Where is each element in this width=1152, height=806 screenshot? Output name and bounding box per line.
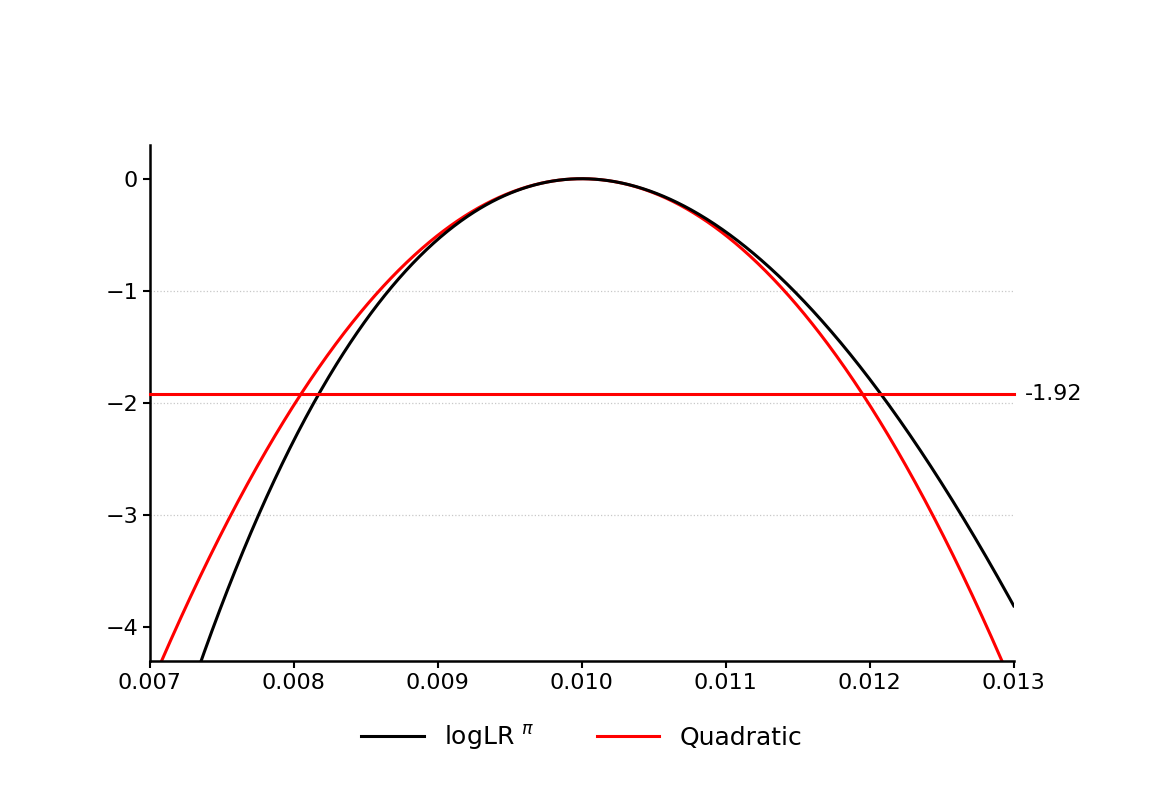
Legend: logLR $^{\pi}$, Quadratic: logLR $^{\pi}$, Quadratic [351,713,812,762]
Text: -1.92: -1.92 [1025,384,1083,404]
